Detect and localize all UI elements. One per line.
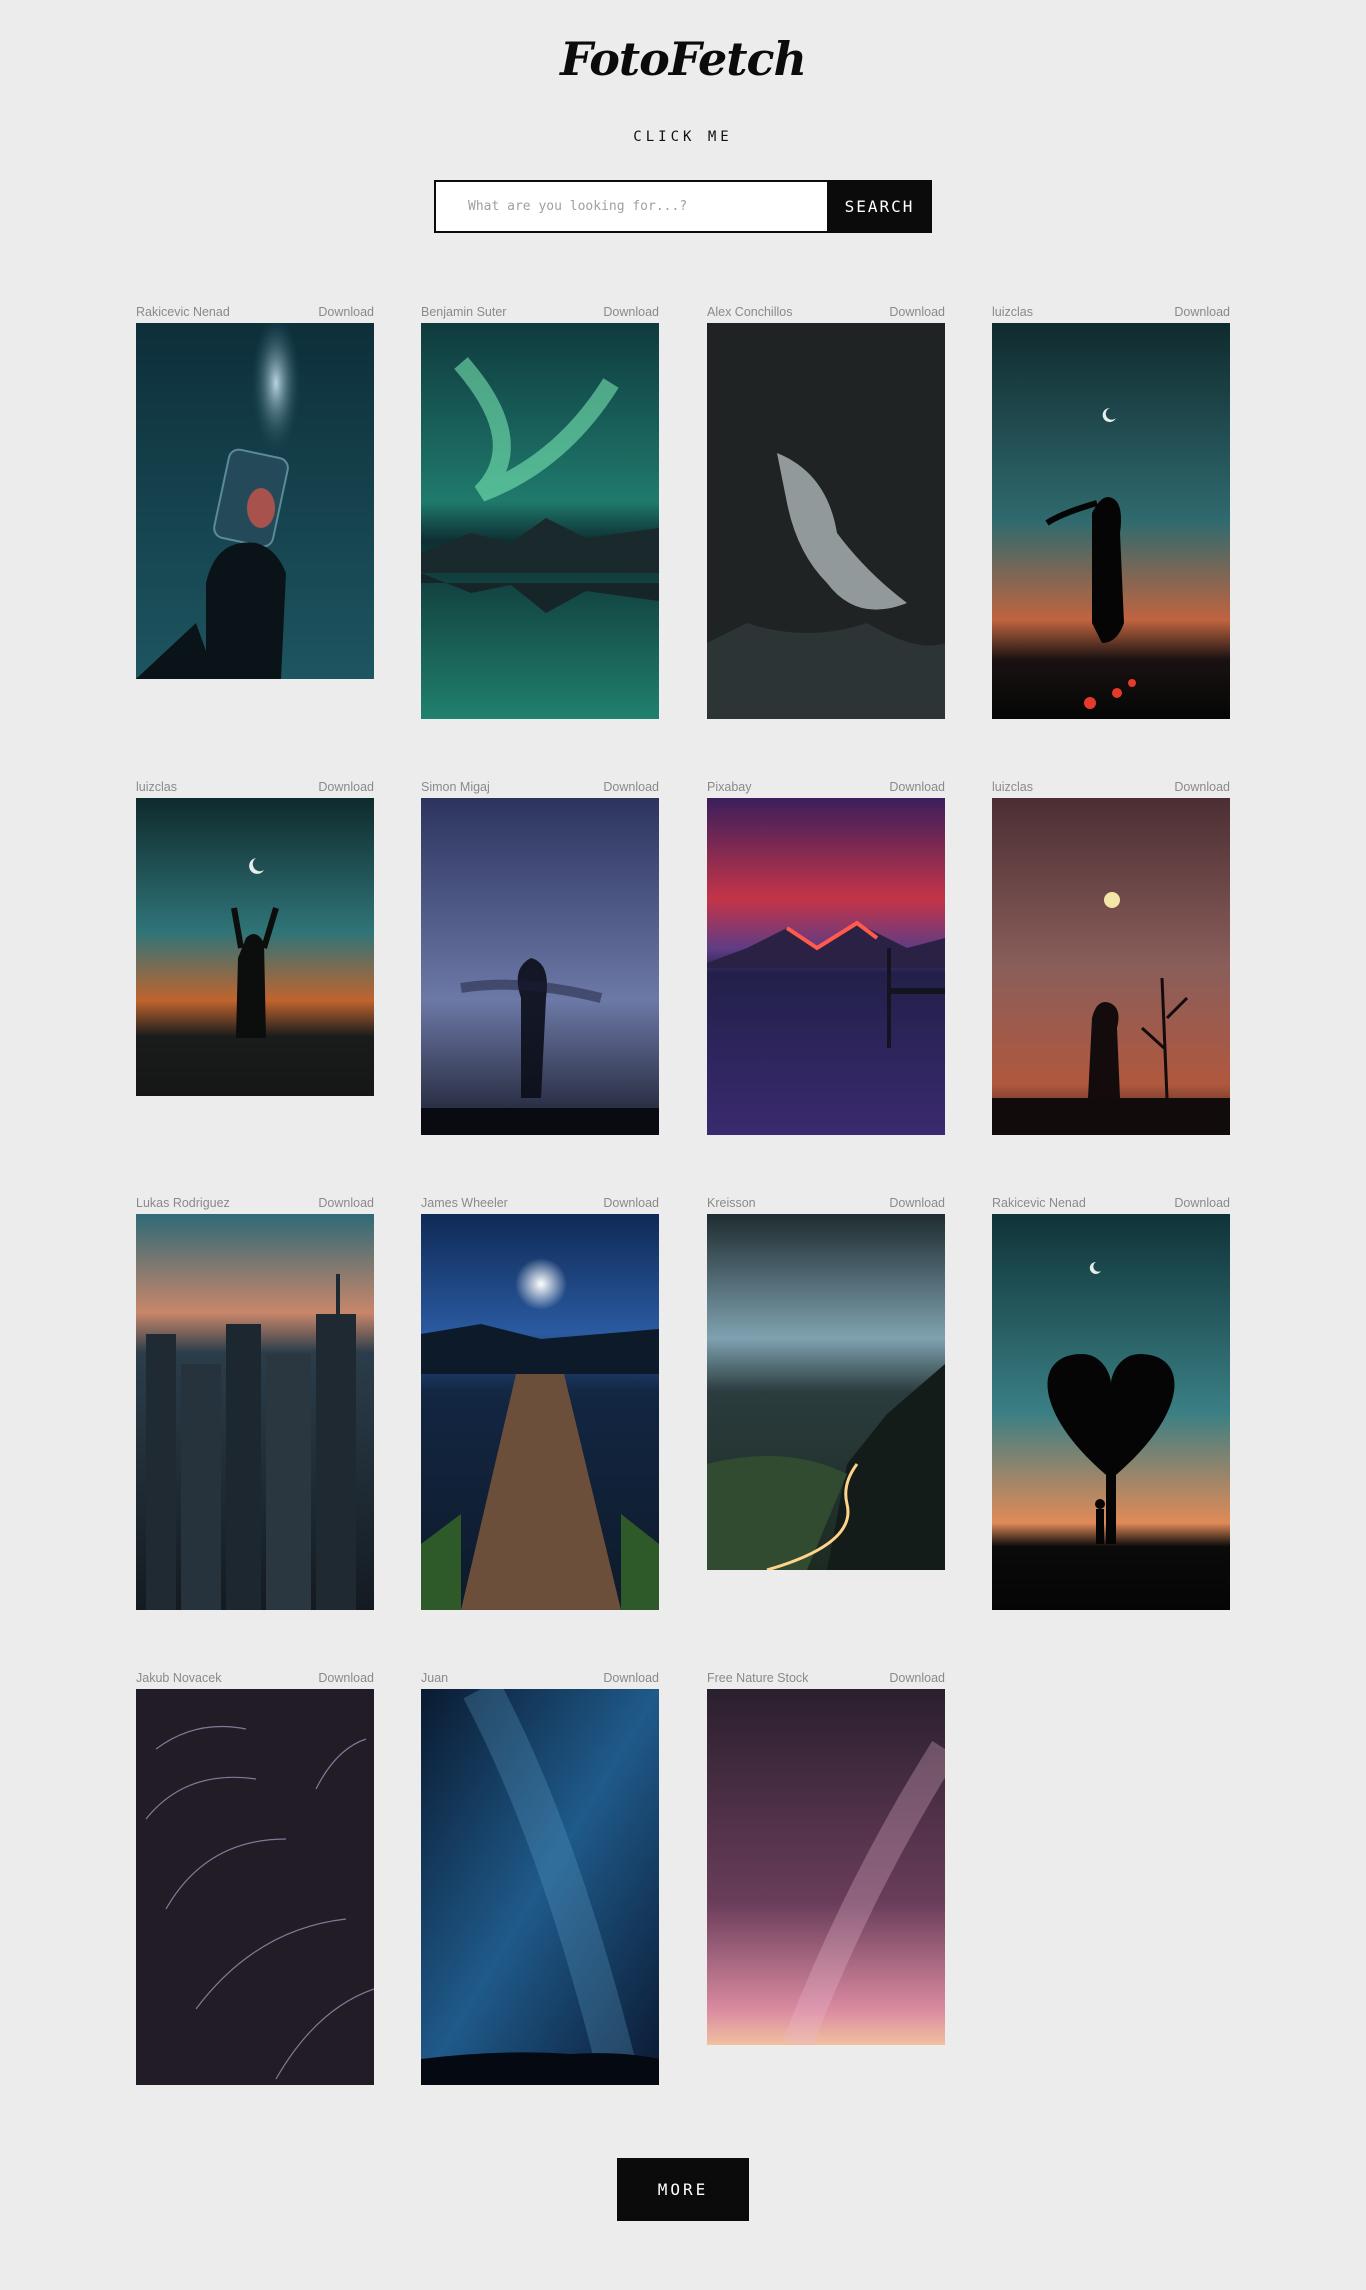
photo-author: Kreisson — [707, 1196, 756, 1210]
photo-card: Lukas Rodriguez Download — [136, 1196, 374, 1610]
photo-image-arms-raised-sunset[interactable] — [136, 798, 374, 1096]
download-link[interactable]: Download — [889, 1671, 945, 1685]
photo-image-jar-of-stars[interactable] — [136, 323, 374, 679]
photo-image-blurred-dancer[interactable] — [421, 798, 659, 1135]
photo-image-milky-way-blue[interactable] — [421, 1689, 659, 2085]
download-link[interactable]: Download — [889, 1196, 945, 1210]
download-link[interactable]: Download — [1174, 780, 1230, 794]
photo-image-milky-way-pink[interactable] — [707, 1689, 945, 2045]
download-link[interactable]: Download — [318, 1196, 374, 1210]
download-link[interactable]: Download — [889, 780, 945, 794]
download-link[interactable]: Download — [1174, 305, 1230, 319]
download-link[interactable]: Download — [318, 1671, 374, 1685]
photo-author: Pixabay — [707, 780, 752, 794]
photo-card: Simon Migaj Download — [421, 780, 659, 1135]
photo-card: Rakicevic Nenad Download — [992, 1196, 1230, 1610]
photo-image-dark-clouds[interactable] — [707, 323, 945, 719]
photo-card: James Wheeler Download — [421, 1196, 659, 1610]
photo-image-child-moon-birds[interactable] — [992, 798, 1230, 1135]
photo-image-star-trails[interactable] — [136, 1689, 374, 2085]
photo-card: Pixabay Download — [707, 780, 945, 1135]
photo-card: Kreisson Download — [707, 1196, 945, 1570]
photo-author: Rakicevic Nenad — [136, 305, 230, 319]
photo-card: Jakub Novacek Download — [136, 1671, 374, 2085]
photo-author: Jakub Novacek — [136, 1671, 222, 1685]
click-me-link[interactable]: CLICK ME — [633, 129, 733, 145]
photo-author: Benjamin Suter — [421, 305, 507, 319]
photo-author: luizclas — [136, 780, 177, 794]
download-link[interactable]: Download — [889, 305, 945, 319]
photo-card: Benjamin Suter Download — [421, 305, 659, 719]
download-link[interactable]: Download — [603, 1196, 659, 1210]
download-link[interactable]: Download — [1174, 1196, 1230, 1210]
photo-author: Rakicevic Nenad — [992, 1196, 1086, 1210]
photo-image-moonlit-pier[interactable] — [421, 1214, 659, 1610]
download-link[interactable]: Download — [603, 305, 659, 319]
photo-card: Alex Conchillos Download — [707, 305, 945, 719]
photo-card: luizclas Download — [992, 780, 1230, 1135]
photo-author: Juan — [421, 1671, 449, 1685]
search-bar: SEARCH — [434, 180, 932, 233]
photo-author: Alex Conchillos — [707, 305, 793, 319]
more-button[interactable]: MORE — [617, 2158, 749, 2221]
photo-card: luizclas Download — [136, 780, 374, 1096]
download-link[interactable]: Download — [603, 780, 659, 794]
photo-card: Free Nature Stock Download — [707, 1671, 945, 2045]
download-link[interactable]: Download — [318, 780, 374, 794]
photo-author: James Wheeler — [421, 1196, 508, 1210]
photo-author: Simon Migaj — [421, 780, 490, 794]
photo-card: Rakicevic Nenad Download — [136, 305, 374, 679]
photo-author: luizclas — [992, 305, 1033, 319]
photo-author: luizclas — [992, 780, 1033, 794]
photo-card: luizclas Download — [992, 305, 1230, 719]
photo-author: Lukas Rodriguez — [136, 1196, 230, 1210]
site-logo: FotoFetch — [560, 32, 807, 86]
photo-image-city-skyline-dusk[interactable] — [136, 1214, 374, 1610]
photo-image-red-mountain-lake[interactable] — [707, 798, 945, 1135]
photo-card: Juan Download — [421, 1671, 659, 2085]
download-link[interactable]: Download — [603, 1671, 659, 1685]
photo-image-aurora-over-lake[interactable] — [421, 323, 659, 719]
download-link[interactable]: Download — [318, 305, 374, 319]
search-button[interactable]: SEARCH — [827, 180, 932, 233]
photo-author: Free Nature Stock — [707, 1671, 809, 1685]
search-input[interactable] — [434, 180, 827, 233]
photo-image-woman-silhouette-moon[interactable] — [992, 323, 1230, 719]
photo-image-mountain-road-lights[interactable] — [707, 1214, 945, 1570]
photo-image-heart-tree-silhouette[interactable] — [992, 1214, 1230, 1610]
